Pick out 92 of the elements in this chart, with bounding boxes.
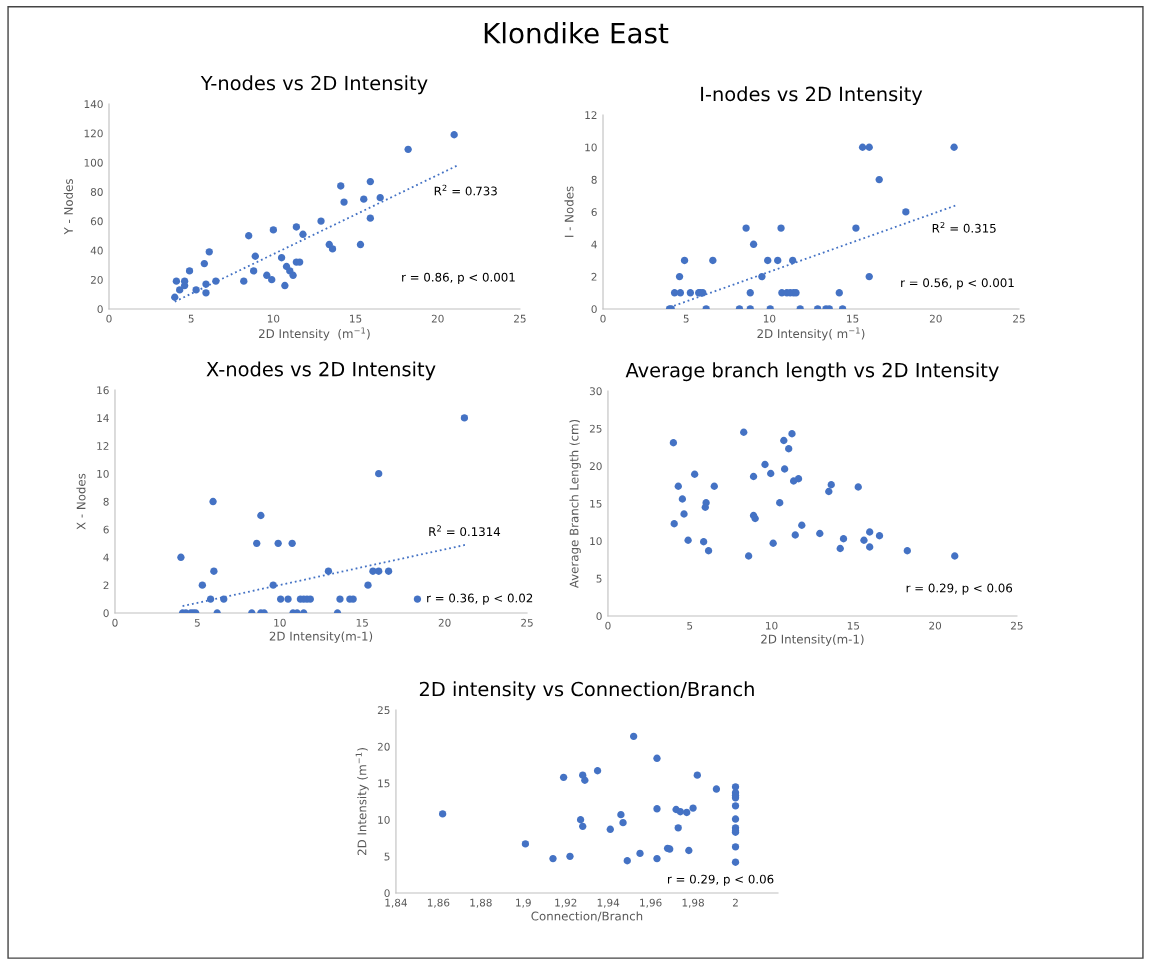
chart-title: X-nodes vs 2D Intensity [206,361,436,381]
x-tick-label: 15 [847,314,859,323]
x-tick-label: 5 [188,314,194,323]
annotation: R$^{2}$ = 0.315 [932,221,996,233]
y-tick-label: 10 [378,816,390,824]
chart-title: 2D intensity vs Connection/Branch [419,681,754,701]
x-tick-label: 5 [194,618,200,627]
y-tick-label: 10 [97,469,109,478]
y-tick-label: 20 [377,742,390,751]
annotation: r = 0.29, p < 0.06 [906,583,1013,595]
x-tick-label: 25 [1011,621,1023,630]
x-tick-label: 20 [929,314,942,323]
y-tick-label: 120 [84,129,103,138]
y-tick-label: 0 [103,609,109,618]
x-tick-label: 20 [431,314,444,323]
x-tick-label: 1,86 [427,898,450,908]
y-tick-label: 40 [90,246,103,255]
y-tick-label: 25 [589,424,602,433]
x-tick-label: 25 [521,618,533,627]
x-tick-label: 10 [267,314,280,323]
y-tick-label: 12 [97,442,109,450]
x-tick-label: 0 [605,621,611,630]
y-tick-label: 100 [84,158,103,167]
y-axis-title: Y - Nodes [63,179,73,235]
y-tick-label: 4 [591,240,597,249]
y-tick-label: 4 [103,553,109,562]
x-axis-title: 2D Intensity(m-1) [269,631,373,643]
x-tick-label: 15 [847,621,860,630]
y-tick-label: 5 [596,574,602,583]
annotation: r = 0.36, p < 0.02 [427,593,533,605]
y-tick-label: 80 [90,188,103,196]
x-tick-label: 20 [929,621,942,630]
y-tick-label: 140 [84,100,103,109]
y-tick-label: 12 [585,111,597,119]
x-tick-label: 1,96 [640,898,662,908]
y-tick-label: 0 [596,612,602,621]
y-tick-label: 0 [591,305,597,314]
x-tick-label: 1,88 [470,898,492,908]
annotation: R$^{2}$ = 0.1314 [429,525,501,537]
x-axis-title: Connection/Branch [531,911,643,922]
chart-title: Y-nodes vs 2D Intensity [200,75,428,95]
x-tick-label: 5 [687,621,693,630]
x-tick-label: 5 [683,314,689,323]
x-tick-label: 1,98 [682,898,704,908]
y-tick-label: 20 [90,275,103,284]
y-axis-title: 2D Intensity (m$^{−1}$) [355,748,369,856]
y-tick-label: 16 [97,386,109,395]
annotation: R$^{2}$ = 0.733 [434,184,497,196]
x-tick-label: 2 [732,898,738,907]
x-tick-label: 20 [438,618,451,627]
annotation: r = 0.56, p < 0.001 [901,278,1014,290]
y-tick-label: 0 [97,305,103,314]
x-tick-label: 1,84 [385,898,407,908]
x-tick-label: 10 [766,621,778,630]
y-tick-label: 15 [378,779,390,788]
x-axis-title: 2D Intensity (m$^{−1}$) [259,327,370,341]
y-tick-label: 20 [589,462,602,471]
text: Klondike East [484,22,669,44]
x-tick-label: 15 [356,618,368,627]
y-axis-title: I - Nodes [564,186,574,237]
y-tick-label: 8 [103,497,109,506]
y-tick-label: 0 [384,889,390,898]
x-tick-label: 25 [514,314,526,323]
y-tick-label: 8 [591,175,597,184]
x-tick-label: 10 [274,618,286,627]
y-tick-label: 15 [590,499,602,508]
y-tick-label: 30 [589,387,602,396]
y-axis-title: Average Branch Length (cm) [569,419,581,589]
x-axis-title: 2D Intensity( m$^{−1}$) [757,327,865,341]
x-tick-label: 1,9 [516,898,531,908]
x-axis-title: 2D Intensity(m-1) [761,634,864,646]
y-tick-label: 10 [585,143,597,152]
y-tick-label: 14 [97,414,109,422]
y-tick-label: 6 [103,525,109,534]
chart-title: I-nodes vs 2D Intensity [701,86,923,106]
y-axis-title: X - Nodes [76,473,86,530]
chart-title: Average branch length vs 2D Intensity [625,362,999,382]
y-tick-label: 2 [591,272,597,281]
x-tick-label: 10 [763,314,776,323]
annotation: r = 0.29, p < 0.06 [668,874,774,886]
x-tick-label: 1,94 [597,898,620,908]
y-tick-label: 60 [90,217,103,226]
y-tick-label: 2 [103,581,109,590]
x-tick-label: 15 [350,314,362,323]
y-tick-label: 5 [384,852,390,861]
x-tick-label: 25 [1013,314,1025,323]
y-tick-label: 6 [591,208,597,217]
y-tick-label: 10 [590,537,602,546]
annotation: r = 0.86, p < 0.001 [402,272,515,284]
x-tick-label: 1,92 [555,898,577,908]
x-tick-label: 0 [112,618,118,627]
y-tick-label: 25 [377,706,390,715]
